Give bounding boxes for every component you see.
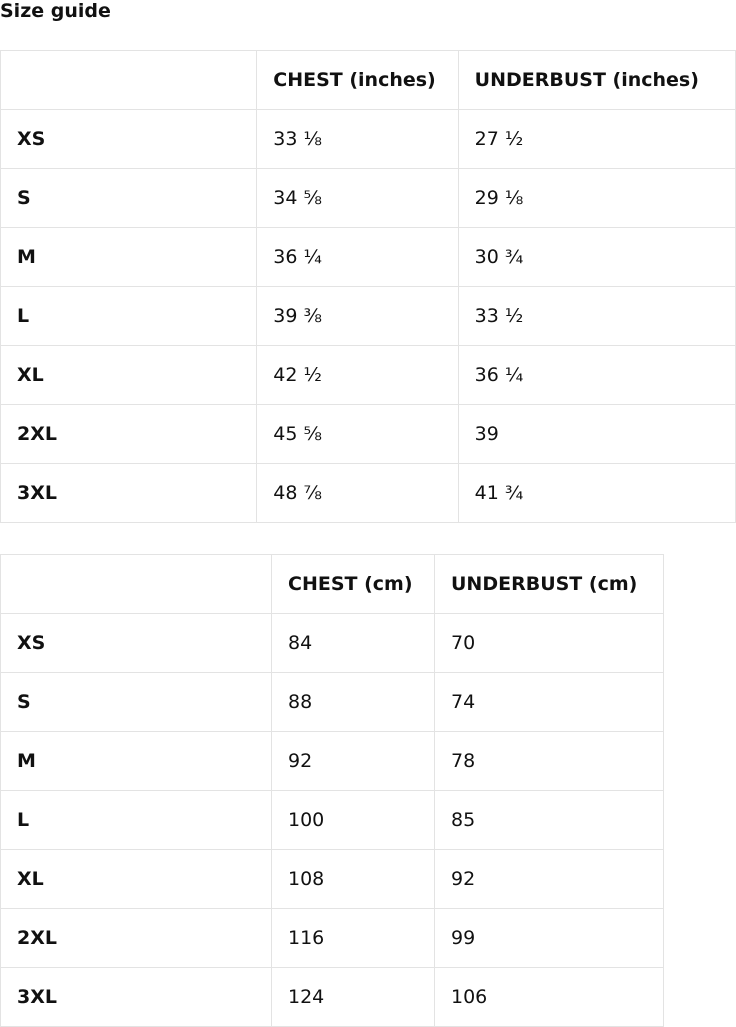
table-header-row: CHEST (cm) UNDERBUST (cm) (0, 554, 664, 614)
chest-cell: 36 ¼ (256, 227, 459, 287)
chest-cell: 42 ½ (256, 345, 459, 405)
page-title: Size guide (0, 0, 111, 22)
size-cell: XS (0, 613, 272, 673)
chest-cell: 48 ⅞ (256, 463, 459, 523)
size-cell: XS (0, 109, 258, 169)
header-underbust: UNDERBUST (cm) (434, 554, 664, 614)
size-cell: XL (0, 849, 272, 909)
table-row: M 92 78 (0, 731, 664, 791)
underbust-cell: 29 ⅛ (457, 168, 736, 228)
underbust-cell: 74 (434, 672, 664, 732)
size-table-cm: CHEST (cm) UNDERBUST (cm) XS 84 70 S 88 74 M 92 7… (0, 554, 664, 1027)
table-row: 3XL 124 106 (0, 967, 664, 1027)
chest-cell: 33 ⅛ (256, 109, 459, 169)
chest-cell: 39 ⅜ (256, 286, 459, 346)
table-row: 2XL 45 ⅝ 39 (0, 404, 736, 464)
chest-cell: 100 (271, 790, 435, 850)
header-underbust: UNDERBUST (inches) (457, 50, 736, 110)
underbust-cell: 92 (434, 849, 664, 909)
header-chest: CHEST (cm) (271, 554, 435, 614)
size-cell: M (0, 227, 258, 287)
table-row: L 100 85 (0, 790, 664, 850)
table-row: XS 84 70 (0, 613, 664, 673)
chest-cell: 108 (271, 849, 435, 909)
table-row: XS 33 ⅛ 27 ½ (0, 109, 736, 169)
underbust-cell: 78 (434, 731, 664, 791)
chest-cell: 34 ⅝ (256, 168, 459, 228)
chest-cell: 116 (271, 908, 435, 968)
size-cell: L (0, 286, 258, 346)
header-size (0, 50, 258, 110)
underbust-cell: 99 (434, 908, 664, 968)
size-cell: S (0, 672, 272, 732)
underbust-cell: 33 ½ (457, 286, 736, 346)
size-cell: 3XL (0, 463, 258, 523)
size-cell: 3XL (0, 967, 272, 1027)
chest-cell: 92 (271, 731, 435, 791)
table-row: XL 42 ½ 36 ¼ (0, 345, 736, 405)
header-chest: CHEST (inches) (256, 50, 459, 110)
size-cell: L (0, 790, 272, 850)
chest-cell: 88 (271, 672, 435, 732)
underbust-cell: 30 ¾ (457, 227, 736, 287)
chest-cell: 84 (271, 613, 435, 673)
table-row: S 34 ⅝ 29 ⅛ (0, 168, 736, 228)
table-row: 3XL 48 ⅞ 41 ¾ (0, 463, 736, 523)
table-row: 2XL 116 99 (0, 908, 664, 968)
table-row: L 39 ⅜ 33 ½ (0, 286, 736, 346)
underbust-cell: 41 ¾ (457, 463, 736, 523)
underbust-cell: 27 ½ (457, 109, 736, 169)
chest-cell: 124 (271, 967, 435, 1027)
size-cell: XL (0, 345, 258, 405)
header-size (0, 554, 272, 614)
table-row: S 88 74 (0, 672, 664, 732)
underbust-cell: 85 (434, 790, 664, 850)
table-row: XL 108 92 (0, 849, 664, 909)
size-cell: S (0, 168, 258, 228)
underbust-cell: 36 ¼ (457, 345, 736, 405)
size-cell: 2XL (0, 908, 272, 968)
underbust-cell: 106 (434, 967, 664, 1027)
table-row: M 36 ¼ 30 ¾ (0, 227, 736, 287)
underbust-cell: 39 (457, 404, 736, 464)
chest-cell: 45 ⅝ (256, 404, 459, 464)
table-header-row: CHEST (inches) UNDERBUST (inches) (0, 50, 736, 110)
size-cell: M (0, 731, 272, 791)
size-cell: 2XL (0, 404, 258, 464)
underbust-cell: 70 (434, 613, 664, 673)
